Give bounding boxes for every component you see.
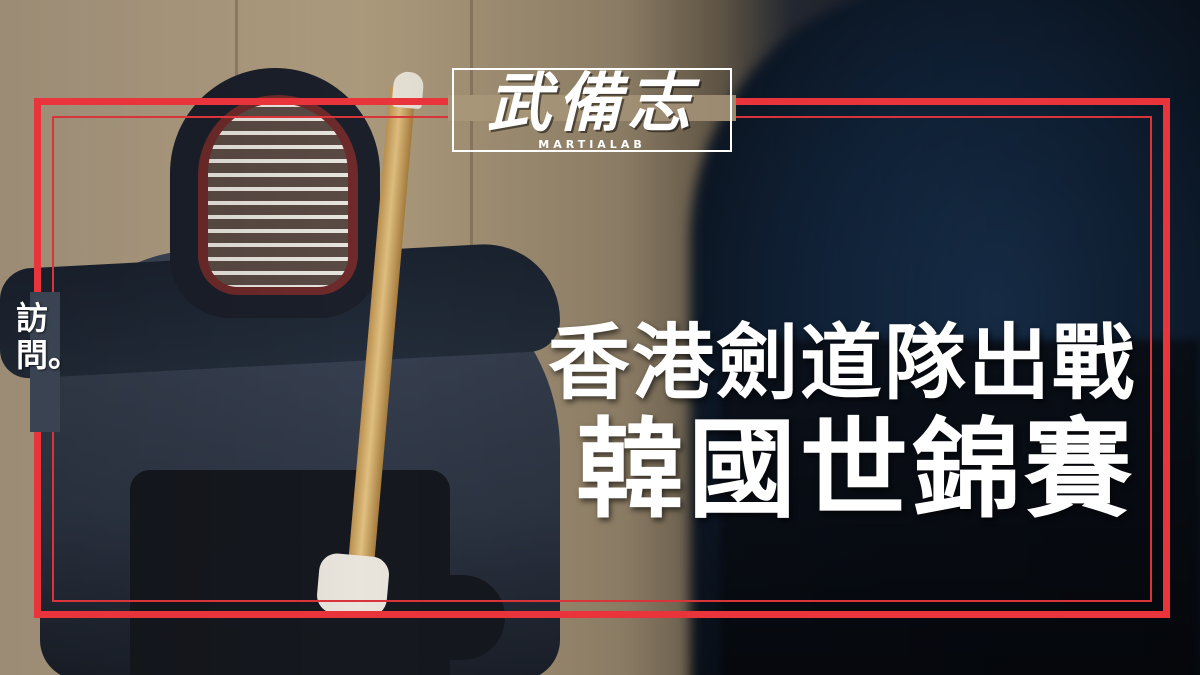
interview-tag: 訪 問。 bbox=[16, 299, 80, 374]
interview-tag-char-2: 問。 bbox=[16, 335, 81, 374]
logo-title: 武備志 bbox=[487, 65, 697, 141]
interview-tag-char-1: 訪 bbox=[16, 299, 49, 337]
frame-gap-side bbox=[30, 292, 60, 432]
martialab-logo: 武備志 MARTIALAB bbox=[452, 66, 732, 156]
face-grill bbox=[208, 103, 348, 287]
logo-border bbox=[452, 68, 732, 152]
blurred-opponent-hakama bbox=[720, 340, 1200, 675]
kendoka-face-guard bbox=[198, 95, 358, 295]
frame-gap-logo bbox=[448, 95, 736, 121]
headline-line-2: 韓國世錦賽 bbox=[575, 407, 1136, 534]
headline: 香港劍道隊出戰 韓國世錦賽 bbox=[547, 315, 1136, 534]
logo-subtitle: MARTIALAB bbox=[538, 137, 646, 151]
headline-line-1: 香港劍道隊出戰 bbox=[547, 315, 1136, 411]
